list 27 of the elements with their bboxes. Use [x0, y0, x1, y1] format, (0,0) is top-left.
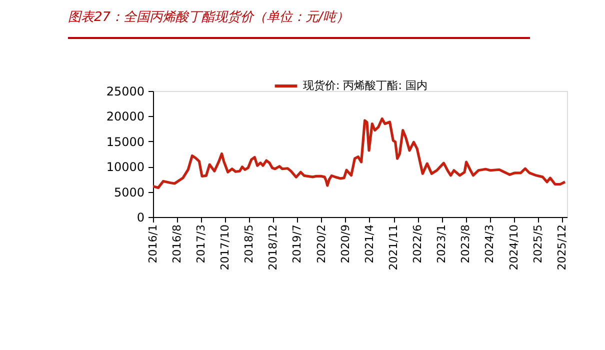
x-tick-label: 2020/2	[314, 224, 328, 264]
x-tick-label: 2021/4	[362, 224, 376, 264]
x-tick-label: 2023/1	[435, 224, 448, 264]
x-tick-label: 2016/8	[170, 224, 184, 264]
x-tick-label: 2018/12	[266, 224, 280, 270]
line-series	[153, 117, 566, 190]
x-tick-label: 2021/11	[387, 224, 400, 270]
x-tick-label: 2024/3	[483, 224, 496, 264]
y-tick-label: 20000	[106, 110, 144, 124]
y-tick-label: 15000	[106, 134, 144, 149]
x-tick-label: 2019/7	[290, 224, 304, 264]
chart-title: 图表27：全国丙烯酸丁酯现货价（单位：元/吨）	[68, 10, 349, 25]
legend-label: 现货价: 丙烯酸丁酯: 国内	[303, 79, 428, 92]
y-tick-label: 25000	[106, 84, 144, 98]
x-tick-label: 2017/3	[194, 224, 208, 264]
x-tick-label: 2020/9	[338, 224, 352, 264]
x-tick-label: 2018/5	[242, 224, 256, 264]
x-tick-label: 2017/10	[218, 224, 232, 270]
y-tick-label: 10000	[106, 160, 144, 174]
x-tick-label: 2016/1	[146, 224, 160, 264]
x-tick-label: 2022/6	[411, 224, 424, 264]
y-tick-label: 5000	[114, 185, 144, 200]
x-tick-label: 2025/5	[531, 224, 544, 264]
x-tick-label: 2024/10	[507, 224, 520, 270]
x-tick-label: 2025/12	[555, 224, 568, 270]
x-tick-label: 2023/8	[459, 224, 472, 264]
y-tick-label: 0	[136, 210, 144, 224]
